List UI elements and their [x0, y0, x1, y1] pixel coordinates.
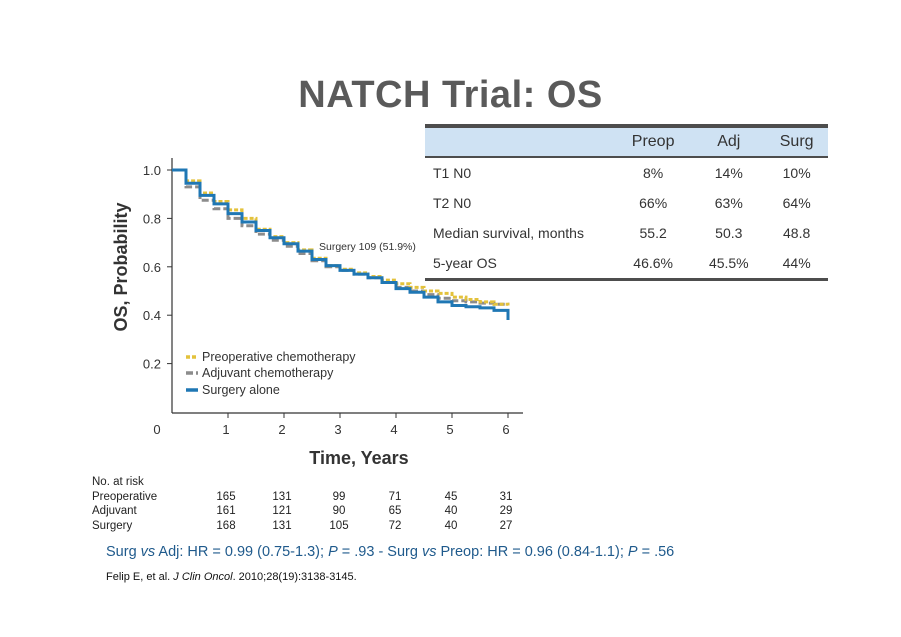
at-risk-value: 105 [329, 519, 349, 532]
citation: Felip E, et al. J Clin Oncol. 2010;28(19… [106, 571, 357, 583]
stat-text: Surg [106, 544, 141, 560]
at-risk-label: Surgery [92, 519, 133, 532]
at-risk-value: 40 [444, 505, 458, 517]
y-axis-label: OS, Probability [111, 202, 131, 331]
citation-journal: J Clin Oncol [173, 571, 233, 583]
stat-text: Adj: HR = 0.99 (0.75-1.3); [155, 544, 329, 560]
y-tick-label: 0.4 [143, 308, 161, 323]
at-risk-value: 31 [499, 490, 513, 503]
at-risk-value: 90 [332, 505, 346, 517]
at-risk-value: 165 [216, 490, 236, 503]
legend-label: Adjuvant chemotherapy [202, 366, 334, 380]
cell-adj: 63% [714, 195, 743, 211]
stat-text: vs [140, 544, 156, 560]
legend-label: Preoperative chemotherapy [202, 350, 356, 364]
stat-text: = .56 [637, 544, 675, 560]
x-tick-label: 4 [390, 422, 397, 437]
at-risk-value: 121 [272, 505, 292, 517]
at-risk-value: 65 [388, 505, 402, 517]
at-risk-label: Preoperative [92, 490, 158, 503]
at-risk-value: 71 [388, 490, 402, 503]
at-risk-value: 45 [444, 490, 458, 503]
x-tick-label: 5 [446, 422, 453, 437]
citation-text: . 2010;28(19):3138-3145. [232, 571, 357, 583]
citation-text: Felip E, et al. [106, 571, 174, 583]
cell-preop: 55.2 [639, 225, 667, 241]
table-header-blank [425, 128, 614, 158]
table-row: Median survival, months 55.2 50.3 48.8 [425, 218, 828, 248]
at-risk-value: 168 [216, 519, 236, 532]
table-header-surg: Surg [765, 128, 828, 158]
hazard-ratio-statement: Surg vs Adj: HR = 0.99 (0.75-1.3); P = .… [106, 544, 674, 560]
stat-text: = .93 - Surg [337, 544, 422, 560]
x-tick-label: 1 [222, 422, 229, 437]
at-risk-row-adj: Adjuvant 161 121 90 65 40 29 [92, 505, 532, 520]
at-risk-value: 131 [272, 519, 292, 532]
y-tick-label: 0.8 [143, 211, 161, 226]
at-risk-row-preop: Preoperative 165 131 99 71 45 31 [92, 491, 532, 506]
at-risk-value: 161 [216, 505, 236, 517]
table-header-preop: Preop [614, 128, 693, 158]
surgery-annotation: Surgery 109 (51.9%) [319, 241, 416, 253]
y-tick-label: 0.6 [143, 260, 161, 275]
cell-preop: 66% [639, 195, 668, 211]
legend-label: Surgery alone [202, 383, 280, 397]
x-tick-label: 6 [502, 422, 509, 437]
at-risk-heading: No. at risk [92, 476, 144, 488]
series-line-surgery [172, 168, 510, 320]
x-tick-label: 0 [153, 422, 160, 437]
row-label: T2 N0 [433, 195, 472, 211]
stat-text: P [627, 544, 638, 560]
row-label: T1 N0 [433, 165, 472, 181]
at-risk-value: 72 [388, 519, 402, 532]
row-label: 5-year OS [433, 255, 497, 271]
chart-legend: Preoperative chemotherapy Adjuvant chemot… [186, 350, 356, 397]
stat-text: P [328, 544, 338, 560]
x-tick-label: 3 [334, 422, 341, 437]
y-tick-label: 0.2 [143, 357, 161, 372]
x-axis-label: Time, Years [309, 448, 408, 468]
at-risk-row-surg: Surgery 168 131 105 72 40 27 [92, 520, 532, 535]
at-risk-table: No. at risk Preoperative 165 131 99 71 4… [92, 476, 532, 534]
cell-adj: 50.3 [715, 225, 743, 241]
x-tick-label: 2 [278, 422, 285, 437]
cell-adj: 45.5% [708, 255, 749, 271]
at-risk-label: Adjuvant [92, 505, 137, 517]
cell-adj: 14% [714, 165, 743, 181]
at-risk-value: 29 [499, 505, 513, 517]
stat-text: vs [421, 544, 437, 560]
at-risk-value: 131 [272, 490, 292, 503]
page-title: NATCH Trial: OS [298, 74, 603, 116]
at-risk-value: 99 [332, 490, 346, 503]
outcomes-table: Preop Adj Surg T1 N0 8% 14% 10% T2 N0 66… [425, 124, 828, 281]
row-label: Median survival, months [433, 225, 584, 241]
at-risk-value: 40 [444, 519, 458, 532]
cell-surg: 64% [782, 195, 811, 211]
chart-curves [172, 168, 510, 320]
table-row: 5-year OS 46.6% 45.5% 44% [425, 248, 828, 278]
cell-surg: 48.8 [783, 225, 811, 241]
cell-preop: 8% [643, 165, 664, 181]
table-header-adj: Adj [692, 128, 766, 158]
at-risk-value: 27 [499, 519, 513, 532]
chart-axes: 0.2 0.4 0.6 0.8 1.0 0 1 2 3 4 5 6 [143, 158, 523, 437]
stat-text: Preop: HR = 0.96 (0.84-1.1); [436, 544, 628, 560]
y-tick-label: 1.0 [143, 163, 161, 178]
table-row: T1 N0 8% 14% 10% [425, 157, 828, 188]
cell-preop: 46.6% [633, 255, 673, 271]
table-row: T2 N0 66% 63% 64% [425, 188, 828, 218]
cell-surg: 44% [782, 255, 811, 271]
table-header-row: Preop Adj Surg [425, 128, 828, 158]
cell-surg: 10% [782, 165, 811, 181]
